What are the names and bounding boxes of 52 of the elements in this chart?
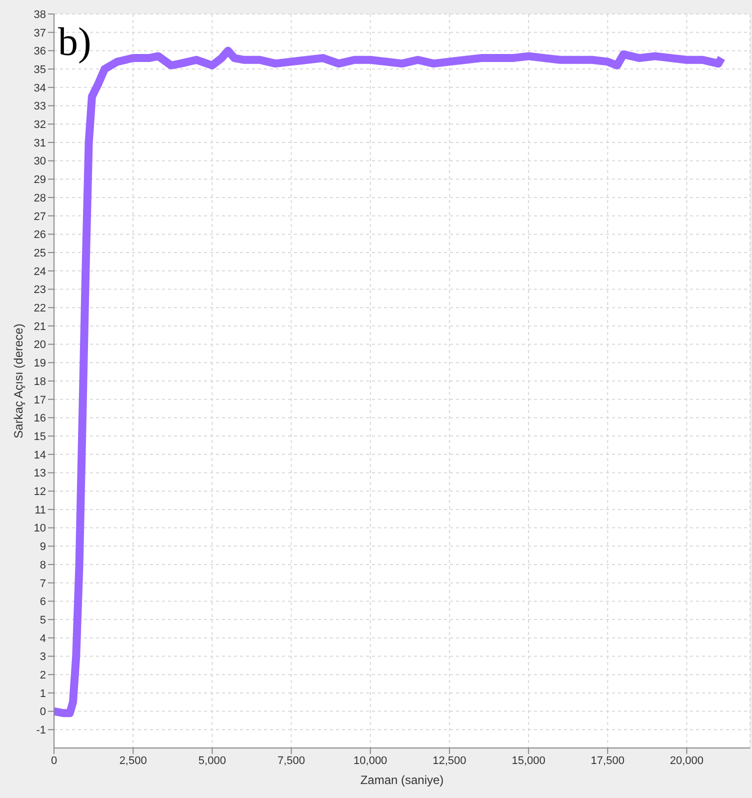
x-tick-label: 7,500 [278,754,306,767]
y-tick-label: 4 [40,632,46,645]
y-tick-label: 0 [40,706,46,718]
y-tick-label: 12 [34,486,46,498]
x-tick-label: 2,500 [119,754,147,767]
y-tick-label: 34 [34,82,46,94]
y-tick-label: 13 [34,468,46,480]
x-axis-title: Zaman (saniye) [360,773,444,787]
y-tick-label: 29 [34,174,46,186]
y-tick-label: 8 [40,559,46,572]
y-tick-label: 30 [34,156,46,168]
annotation: b) [58,18,92,65]
x-tick-label: 0 [50,754,58,767]
y-tick-label: 6 [40,596,46,608]
y-tick-label: 17 [34,394,46,406]
x-tick-label: 12,500 [432,754,466,767]
x-tick-label: 20,000 [670,754,704,767]
y-tick-label: 21 [34,320,46,333]
y-tick-label: 24 [34,266,46,278]
y-tick-label: 35 [34,64,46,76]
y-tick-label: 33 [34,100,46,113]
y-tick-label: 22 [34,302,46,315]
y-tick-label: 26 [34,229,46,242]
y-tick-label: 11 [34,504,46,516]
y-tick-label: 2 [40,670,46,682]
y-tick-label: 31 [34,137,46,150]
y-tick-label: 23 [34,284,46,296]
y-tick-label: 14 [34,449,46,462]
y-tick-label: 16 [34,412,46,425]
y-tick-label: 15 [34,430,46,443]
y-tick-label: -1 [36,724,46,737]
y-tick-label: 5 [40,614,46,626]
y-tick-label: 25 [34,247,46,260]
y-tick-label: 28 [34,192,46,204]
y-tick-label: 10 [34,522,46,535]
y-tick-label: 7 [40,578,46,590]
y-tick-label: 37 [34,27,46,40]
y-tick-label: 38 [34,8,46,21]
x-tick-label: 10,000 [354,754,388,767]
y-tick-label: 3 [40,651,46,664]
x-tick-label: 5,000 [198,754,226,767]
x-tick-label: 15,000 [512,754,546,767]
y-tick-label: 9 [40,541,46,554]
y-tick-label: 1 [40,688,46,700]
y-tick-label: 18 [34,376,46,388]
y-tick-label: 36 [34,46,46,58]
y-tick-label: 27 [34,210,46,223]
y-tick-label: 32 [34,119,46,132]
y-axis-title: Sarkaç Açısı (derece) [11,324,26,438]
x-tick-label: 17,500 [590,754,624,767]
y-tick-label: 19 [34,358,46,370]
y-tick-label: 20 [34,339,46,352]
